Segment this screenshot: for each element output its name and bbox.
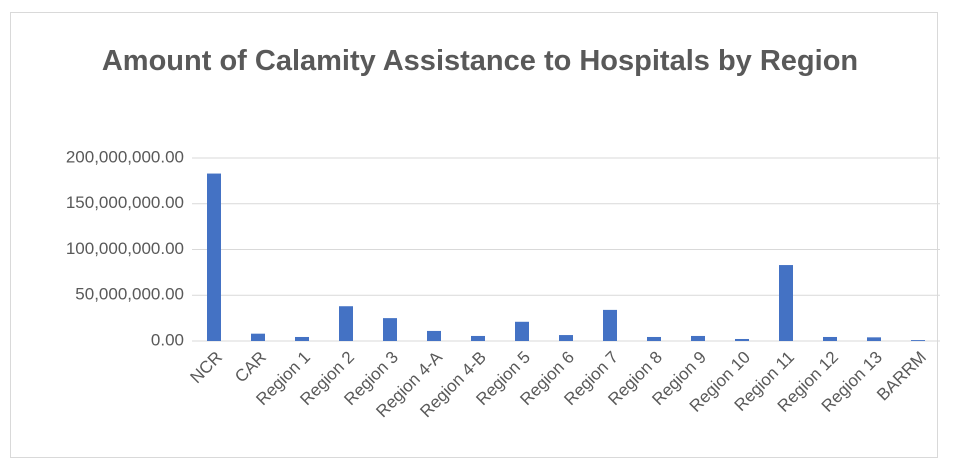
bar <box>207 173 221 341</box>
y-tick-label: 0.00 <box>151 330 184 349</box>
bar <box>823 336 837 341</box>
bar <box>427 330 441 341</box>
bar <box>647 336 661 341</box>
bar <box>515 321 529 341</box>
chart-title: Amount of Calamity Assistance to Hospita… <box>101 45 859 77</box>
bar <box>295 336 309 341</box>
bar <box>691 335 705 341</box>
bar <box>339 306 353 341</box>
bar <box>911 340 925 341</box>
bar <box>779 265 793 341</box>
y-tick-label: 200,000,000.00 <box>66 147 184 166</box>
bar <box>251 333 265 341</box>
bar <box>471 335 485 341</box>
x-tick-label: NCR <box>187 348 226 387</box>
x-tick-label: BARRM <box>873 348 930 405</box>
y-tick-label: 100,000,000.00 <box>66 239 184 258</box>
bar <box>383 318 397 341</box>
bar <box>867 337 881 341</box>
bar <box>735 338 749 341</box>
chart-frame <box>10 12 938 458</box>
bar <box>603 309 617 341</box>
bar <box>559 335 573 341</box>
x-tick-label: CAR <box>231 348 270 387</box>
y-tick-label: 50,000,000.00 <box>75 285 184 304</box>
y-tick-label: 150,000,000.00 <box>66 193 184 212</box>
